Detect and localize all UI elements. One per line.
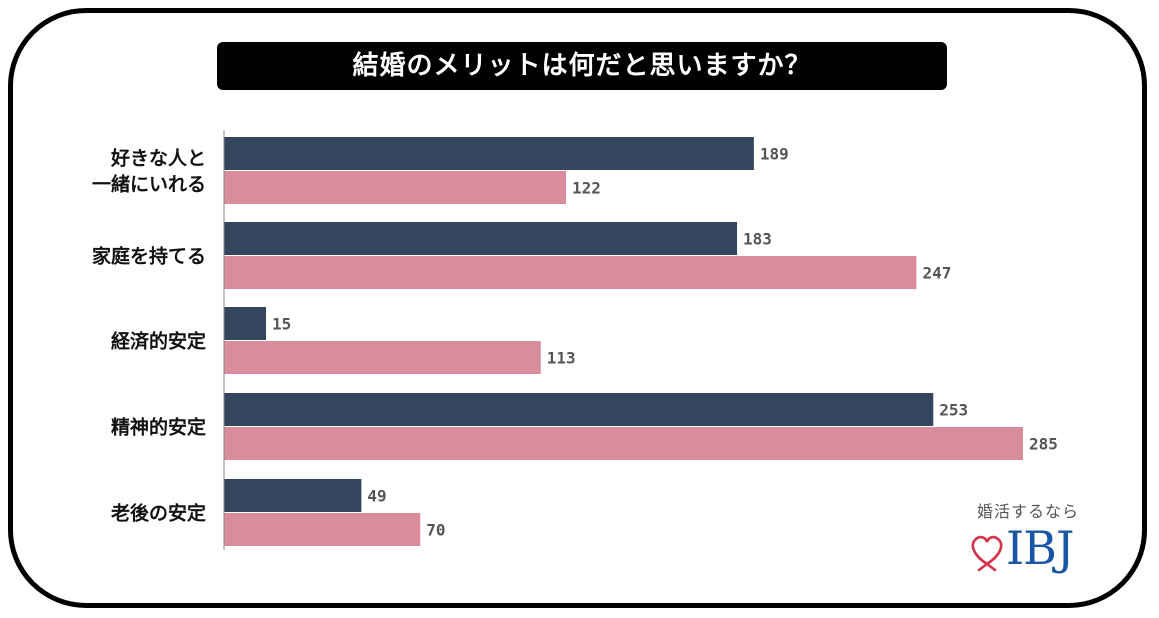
data-label: 122 (572, 179, 601, 198)
bar-series1-cat5 (224, 479, 362, 512)
data-label: 15 (272, 315, 291, 334)
data-label: 189 (760, 145, 789, 164)
rounded-frame (8, 8, 1147, 608)
bar-series2-cat4 (224, 427, 1023, 460)
category-label: 好きな人と (110, 147, 206, 170)
category-label: 老後の安定 (111, 502, 206, 525)
brand-logo: IBJ (1006, 521, 1074, 575)
data-label: 49 (367, 487, 386, 506)
bar-series1-cat1 (224, 137, 754, 170)
chart-title: 結婚のメリットは何だと思いますか？ (217, 42, 947, 90)
category-label: 経済的安定 (111, 330, 206, 353)
data-label: 183 (743, 230, 772, 249)
data-label: 70 (426, 521, 445, 540)
category-label: 一緒にいれる (92, 173, 206, 196)
category-label: 精神的安定 (111, 416, 206, 439)
data-label: 253 (939, 401, 968, 420)
heart-outline-icon (971, 535, 1003, 572)
bar-series2-cat3 (224, 341, 541, 374)
bar-series1-cat2 (224, 222, 738, 255)
data-label: 113 (547, 349, 576, 368)
brand-block: 婚活するなら IBJ (968, 498, 1088, 572)
data-label: 285 (1029, 435, 1058, 454)
bar-series1-cat4 (224, 393, 934, 426)
data-label: 247 (922, 264, 951, 283)
category-label: 家庭を持てる (92, 245, 206, 268)
bar-series1-cat3 (224, 307, 267, 340)
bar-series2-cat2 (224, 256, 917, 289)
bar-series2-cat1 (224, 171, 567, 204)
brand-tagline: 婚活するなら (976, 502, 1079, 521)
bar-series2-cat5 (224, 513, 421, 546)
